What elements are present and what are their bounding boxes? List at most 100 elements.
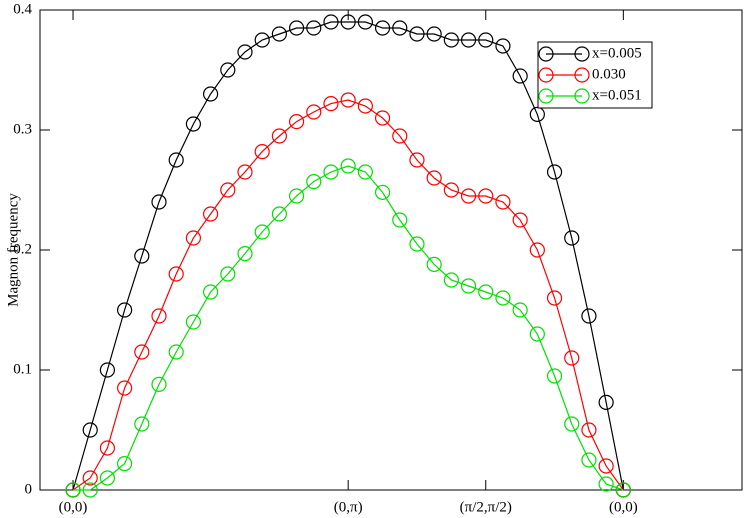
marker (168, 344, 184, 360)
marker (288, 188, 305, 204)
marker (117, 302, 133, 318)
marker (409, 26, 425, 42)
marker (529, 106, 545, 123)
marker (409, 236, 425, 252)
y-tick-label: 0.3 (13, 121, 32, 137)
x-tick-label: (0,π) (334, 499, 363, 515)
marker (151, 308, 167, 324)
marker (581, 452, 597, 468)
marker (254, 32, 270, 48)
marker (460, 278, 477, 294)
marker (443, 272, 459, 288)
marker (271, 128, 287, 144)
marker (357, 14, 373, 30)
marker (117, 380, 133, 396)
marker (460, 188, 477, 204)
marker (546, 164, 563, 180)
marker (426, 170, 442, 186)
marker (202, 86, 219, 102)
y-axis-label: Magnon frequency (5, 193, 21, 307)
marker (512, 212, 528, 228)
marker (495, 290, 511, 306)
marker (151, 376, 167, 392)
marker (478, 188, 494, 204)
marker (185, 314, 202, 330)
marker (271, 26, 287, 42)
marker (220, 182, 236, 198)
legend-marker (538, 46, 554, 62)
marker (357, 164, 373, 180)
marker (185, 116, 202, 132)
marker (598, 476, 614, 492)
marker (615, 482, 631, 498)
marker (99, 362, 116, 378)
marker (564, 416, 580, 432)
marker (581, 308, 597, 324)
marker (306, 174, 322, 190)
marker (443, 182, 459, 198)
legend-marker (574, 46, 590, 62)
marker (254, 144, 270, 160)
marker (185, 230, 202, 246)
marker (202, 284, 219, 300)
marker (581, 422, 597, 438)
marker (82, 470, 98, 486)
marker (564, 350, 580, 366)
marker (495, 194, 511, 210)
marker (529, 242, 545, 258)
marker (340, 92, 356, 108)
marker (598, 394, 614, 410)
series-line (72, 21, 624, 491)
marker (99, 440, 116, 456)
marker (409, 152, 425, 168)
marker (168, 266, 184, 282)
marker (460, 32, 477, 48)
y-tick-label: 0 (25, 481, 33, 497)
marker (306, 20, 322, 36)
legend-marker (574, 67, 590, 83)
marker (426, 26, 442, 42)
marker (254, 224, 270, 240)
x-tick-label: (0,0) (59, 499, 88, 515)
marker (323, 95, 339, 112)
marker (374, 20, 391, 36)
marker (478, 32, 494, 48)
marker (237, 44, 253, 60)
y-tick-label: 0.4 (13, 1, 32, 17)
legend-label: 0.030 (592, 66, 626, 82)
marker (512, 302, 528, 318)
marker (426, 256, 442, 272)
marker (202, 206, 219, 222)
marker (443, 32, 459, 48)
series-line (73, 165, 624, 491)
marker (478, 284, 494, 300)
marker (529, 326, 545, 342)
legend-marker (538, 88, 554, 104)
marker (237, 164, 253, 180)
marker (564, 230, 580, 246)
series-line (72, 99, 624, 491)
legend-label: x=0.051 (592, 87, 642, 103)
marker (134, 344, 150, 360)
y-tick-label: 0.2 (13, 241, 32, 257)
marker (65, 482, 81, 498)
legend-marker (574, 88, 590, 104)
legend-label: x=0.005 (592, 45, 642, 61)
marker (495, 38, 511, 54)
marker (306, 104, 322, 120)
marker (392, 212, 408, 228)
marker (357, 98, 373, 114)
marker (288, 113, 305, 130)
marker (374, 110, 391, 126)
marker (134, 248, 150, 264)
marker (546, 368, 563, 384)
x-tick-label: (0,0) (609, 499, 638, 515)
marker (271, 206, 287, 222)
marker (323, 164, 339, 180)
marker (392, 128, 408, 144)
y-tick-label: 0.1 (13, 361, 32, 377)
marker (151, 194, 167, 210)
marker (546, 290, 563, 306)
marker (82, 422, 98, 438)
